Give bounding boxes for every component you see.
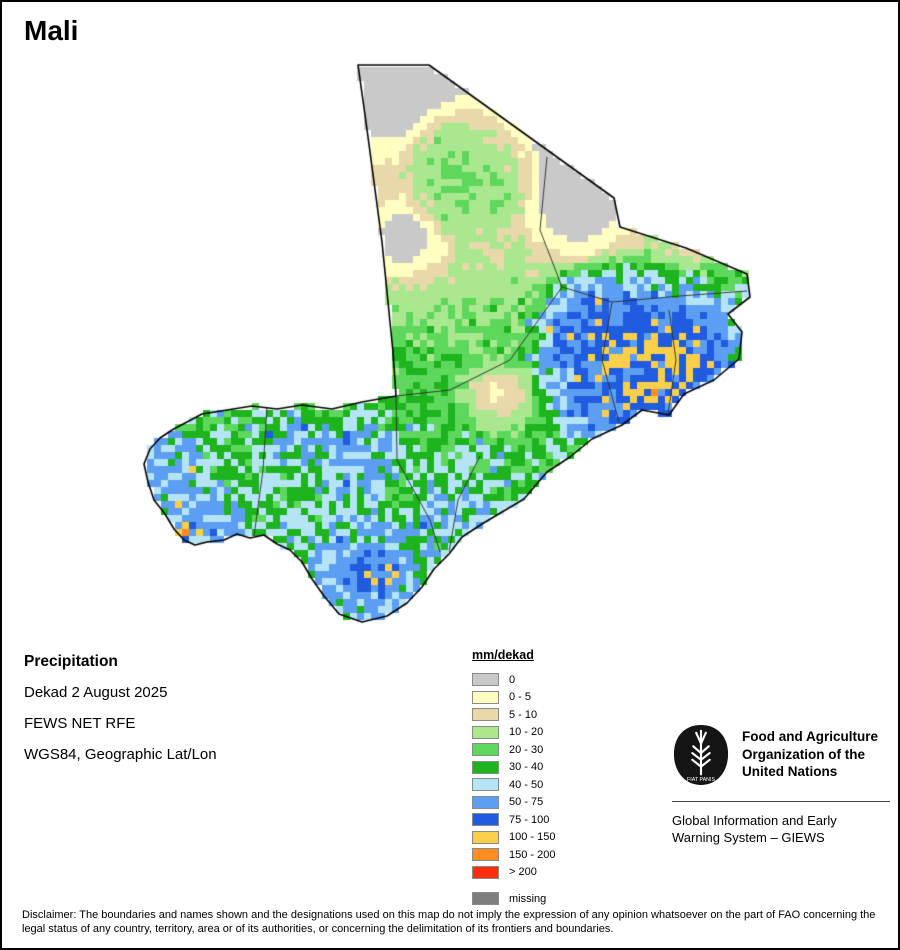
map-info-block: Precipitation Dekad 2 August 2025 FEWS N… [24, 654, 217, 778]
giews-name: Global Information and Early Warning Sys… [672, 812, 890, 846]
wheat-ear-icon [691, 729, 711, 776]
info-projection-line: WGS84, Geographic Lat/Lon [24, 746, 217, 763]
legend-row: 75 - 100 [472, 811, 555, 829]
legend-row: 40 - 50 [472, 776, 555, 794]
fao-attribution-block: FIAT PANIS Food and Agriculture Organiza… [672, 724, 890, 846]
legend-swatch [472, 673, 499, 687]
legend-swatch [472, 795, 499, 809]
giews-line-1: Global Information and Early [672, 813, 837, 828]
legend-row: 5 - 10 [472, 706, 555, 724]
legend-row: 150 - 200 [472, 846, 555, 864]
legend-swatch [472, 848, 499, 862]
legend-row: 100 - 150 [472, 829, 555, 847]
legend-label: > 200 [509, 866, 537, 879]
legend-swatch [472, 725, 499, 739]
legend-row: missing [472, 890, 555, 908]
info-source-line: FEWS NET RFE [24, 715, 136, 732]
fao-logo-icon: FIAT PANIS [673, 725, 729, 785]
legend-swatch [472, 708, 499, 722]
legend-row: > 200 [472, 864, 555, 882]
legend-swatch [472, 743, 499, 757]
giews-line-2: Warning System – GIEWS [672, 830, 825, 845]
fao-organization-name: Food and Agriculture Organization of the… [742, 724, 878, 786]
legend-row: 30 - 40 [472, 759, 555, 777]
legend-swatch [472, 690, 499, 704]
legend-label: 20 - 30 [509, 743, 544, 756]
legend-label: 0 [509, 673, 516, 686]
legend-swatch [472, 830, 499, 844]
legend-label: 5 - 10 [509, 708, 538, 721]
page-title: Mali [24, 15, 79, 46]
legend-swatch [472, 865, 499, 879]
info-heading: Precipitation [24, 653, 118, 670]
legend-rows: 0 0 - 5 5 - 10 10 - 20 20 - 30 30 - 40 40 - 50… [472, 671, 555, 908]
legend-label: 100 - 150 [509, 831, 556, 844]
legend-label: 10 - 20 [509, 726, 544, 739]
legend-title: mm/dekad [472, 648, 534, 662]
legend-swatch [472, 813, 499, 827]
mali-precipitation-raster-map [140, 60, 756, 632]
fao-name-line-2: Organization of the [742, 746, 865, 762]
fao-giews-divider [672, 801, 890, 802]
legend-row: 0 - 5 [472, 689, 555, 707]
legend-label: 75 - 100 [509, 813, 550, 826]
fao-name-line-3: United Nations [742, 764, 838, 779]
legend-row: 20 - 30 [472, 741, 555, 759]
info-dekad-line: Dekad 2 August 2025 [24, 684, 168, 701]
legend-label: 0 - 5 [509, 691, 532, 704]
fao-motto-text: FIAT PANIS [687, 777, 715, 783]
legend-label: missing [509, 892, 547, 905]
legend-label: 30 - 40 [509, 761, 544, 774]
legend-swatch [472, 760, 499, 774]
fao-name-line-1: Food and Agriculture [742, 729, 878, 744]
legend-label: 40 - 50 [509, 778, 544, 791]
disclaimer-text: Disclaimer: The boundaries and names sho… [22, 909, 876, 935]
legend-swatch [472, 892, 499, 906]
legend-label: 150 - 200 [509, 848, 556, 861]
legend-row: 50 - 75 [472, 794, 555, 812]
precipitation-legend: mm/dekad 0 0 - 5 5 - 10 10 - 20 20 - 30 30 - … [472, 648, 555, 908]
legend-swatch [472, 778, 499, 792]
legend-label: 50 - 75 [509, 796, 544, 809]
legend-row: 0 [472, 671, 555, 689]
legend-row: 10 - 20 [472, 724, 555, 742]
